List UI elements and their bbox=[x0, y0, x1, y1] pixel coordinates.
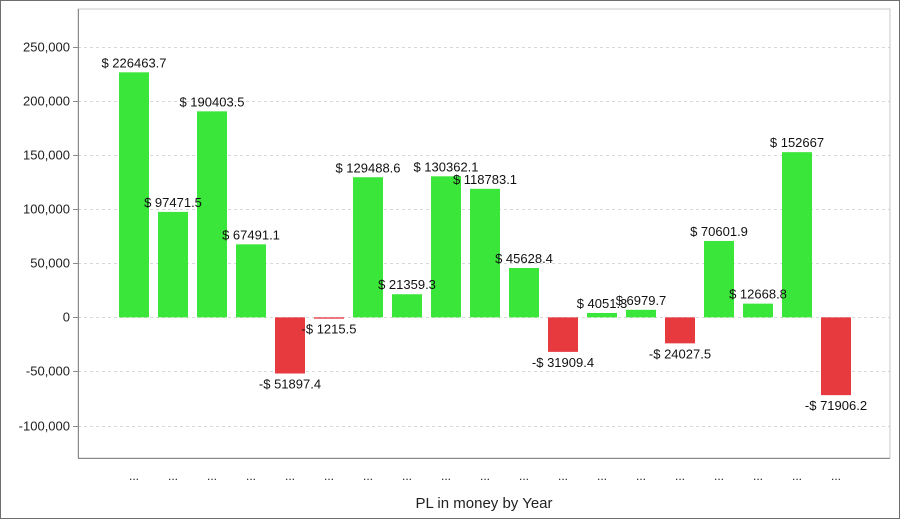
x-tick-label: ... bbox=[714, 469, 724, 483]
bar bbox=[626, 309, 656, 318]
bar bbox=[431, 176, 461, 318]
data-label: $ 4051.3 bbox=[577, 296, 628, 311]
x-tick-label: ... bbox=[324, 469, 334, 483]
x-tick-label: ... bbox=[792, 469, 802, 483]
bar bbox=[236, 244, 266, 318]
y-tick-label: 50,000 bbox=[30, 256, 70, 271]
data-label: $ 67491.1 bbox=[222, 227, 280, 242]
bar bbox=[782, 152, 812, 318]
data-label: -$ 31909.4 bbox=[532, 355, 594, 370]
data-label: $ 70601.9 bbox=[690, 224, 748, 239]
y-tick-label: 0 bbox=[63, 310, 70, 325]
bar bbox=[587, 312, 617, 318]
axes: -100,000 -50,000 0 50,000 100,000 150,000 200,… bbox=[19, 8, 891, 483]
data-label: $ 190403.5 bbox=[179, 94, 244, 109]
data-label: $ 118783.1 bbox=[453, 172, 517, 187]
bar bbox=[275, 317, 305, 374]
bar bbox=[470, 188, 500, 318]
bar bbox=[821, 317, 851, 396]
data-label: $ 97471.5 bbox=[144, 195, 202, 210]
data-label: $ 226463.7 bbox=[101, 55, 166, 70]
x-tick-label: ... bbox=[753, 469, 763, 483]
x-tick-label: ... bbox=[597, 469, 607, 483]
x-tick-label: ... bbox=[480, 469, 490, 483]
y-tick-label: 200,000 bbox=[23, 94, 70, 109]
y-tick-label: 100,000 bbox=[23, 202, 70, 217]
bars bbox=[119, 72, 851, 396]
x-tick-label: ... bbox=[831, 469, 841, 483]
x-tick-label: ... bbox=[402, 469, 412, 483]
bar bbox=[353, 177, 383, 318]
x-tick-label: ... bbox=[675, 469, 685, 483]
x-tick-label: ... bbox=[285, 469, 295, 483]
data-label: $ 45628.4 bbox=[495, 251, 553, 266]
data-label: -$ 51897.4 bbox=[259, 376, 321, 391]
bar bbox=[119, 72, 149, 318]
data-label: $ 12668.8 bbox=[729, 287, 787, 302]
data-label: $ 21359.3 bbox=[378, 277, 436, 292]
y-tick-label: -100,000 bbox=[19, 419, 70, 434]
bar bbox=[665, 317, 695, 344]
data-label: -$ 24027.5 bbox=[649, 346, 711, 361]
x-tick-label: ... bbox=[558, 469, 568, 483]
data-labels: $ 226463.7 $ 97471.5 $ 190403.5 $ 67491.1 -$… bbox=[101, 55, 867, 413]
bar bbox=[392, 294, 422, 318]
x-tick-label: ... bbox=[168, 469, 178, 483]
x-tick-label: ... bbox=[441, 469, 451, 483]
data-label: $ 152667 bbox=[770, 135, 824, 150]
data-label: -$ 1215.5 bbox=[302, 322, 357, 337]
y-tick-label: -50,000 bbox=[26, 364, 70, 379]
x-tick-label: ... bbox=[519, 469, 529, 483]
bar bbox=[509, 267, 539, 318]
bar bbox=[314, 317, 344, 319]
bar bbox=[158, 211, 188, 318]
bar bbox=[743, 303, 773, 318]
x-axis-title: PL in money by Year bbox=[415, 495, 552, 512]
x-tick-label: ... bbox=[363, 469, 373, 483]
data-label: $ 130362.1 bbox=[413, 159, 478, 174]
x-tick-label: ... bbox=[246, 469, 256, 483]
data-label: $ 6979.7 bbox=[616, 293, 667, 308]
x-tick-label: ... bbox=[129, 469, 139, 483]
y-tick-label: 150,000 bbox=[23, 148, 70, 163]
x-tick-label: ... bbox=[207, 469, 217, 483]
bar bbox=[548, 317, 578, 352]
data-label: -$ 71906.2 bbox=[805, 398, 867, 413]
y-tick-label: 250,000 bbox=[23, 40, 70, 55]
bar bbox=[704, 240, 734, 318]
x-tick-label: ... bbox=[636, 469, 646, 483]
data-label: $ 129488.6 bbox=[335, 160, 400, 175]
bar bbox=[197, 111, 227, 318]
